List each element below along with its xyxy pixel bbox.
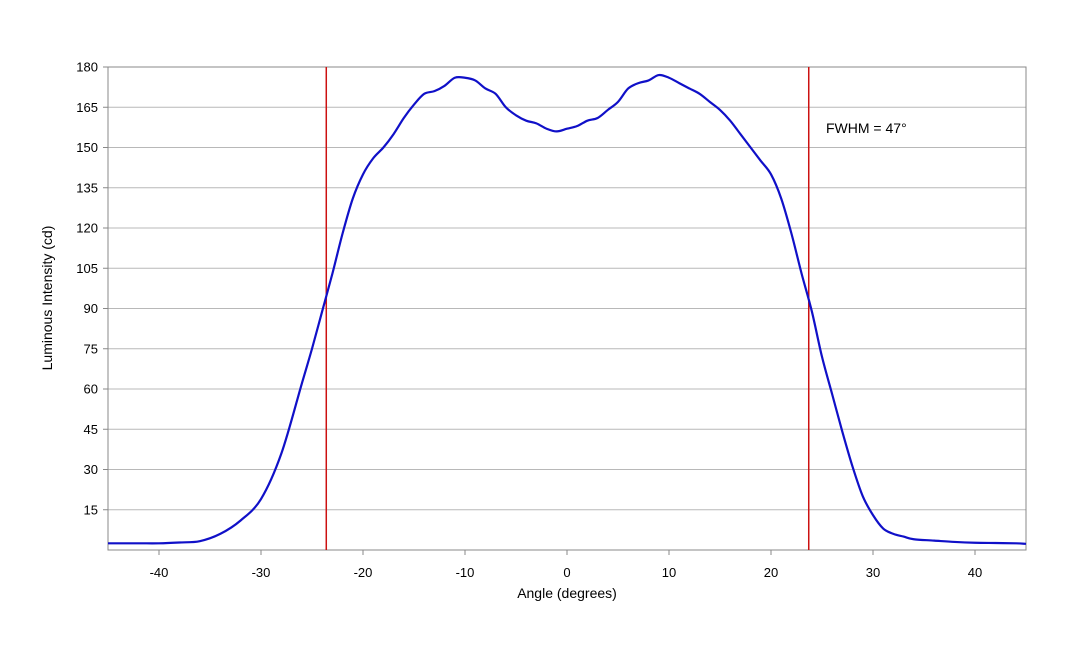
y-axis-label: Luminous Intensity (cd) bbox=[39, 226, 55, 371]
intensity-curve bbox=[108, 73, 1027, 545]
y-tick-label: 45 bbox=[84, 422, 98, 437]
y-tick-label: 90 bbox=[84, 301, 98, 316]
x-tick-label: -20 bbox=[354, 565, 373, 580]
y-tick-label: 30 bbox=[84, 462, 98, 477]
x-tick-label: 20 bbox=[764, 565, 778, 580]
x-tick-label: 10 bbox=[662, 565, 676, 580]
y-axis-ticks: 15 30 45 60 75 90 105 120 135 150 165 180 bbox=[76, 60, 108, 517]
x-axis-label: Angle (degrees) bbox=[517, 585, 617, 601]
y-tick-label: 105 bbox=[76, 261, 98, 276]
y-tick-label: 60 bbox=[84, 382, 98, 397]
x-tick-label: 0 bbox=[563, 565, 570, 580]
x-tick-label: 40 bbox=[968, 565, 982, 580]
y-tick-label: 165 bbox=[76, 100, 98, 115]
x-tick-label: 30 bbox=[866, 565, 880, 580]
fwhm-marker-lines bbox=[325, 67, 810, 550]
x-tick-label: -10 bbox=[456, 565, 475, 580]
fwhm-annotation: FWHM = 47° bbox=[826, 120, 907, 136]
y-tick-label: 150 bbox=[76, 140, 98, 155]
y-tick-label: 180 bbox=[76, 60, 98, 75]
y-tick-label: 75 bbox=[84, 341, 98, 356]
x-tick-label: -40 bbox=[150, 565, 169, 580]
x-tick-label: -30 bbox=[252, 565, 271, 580]
x-axis-ticks: -40 -30 -20 -10 0 10 20 30 40 bbox=[150, 550, 982, 580]
y-tick-label: 135 bbox=[76, 180, 98, 195]
y-tick-label: 120 bbox=[76, 221, 98, 236]
y-tick-label: 15 bbox=[84, 502, 98, 517]
